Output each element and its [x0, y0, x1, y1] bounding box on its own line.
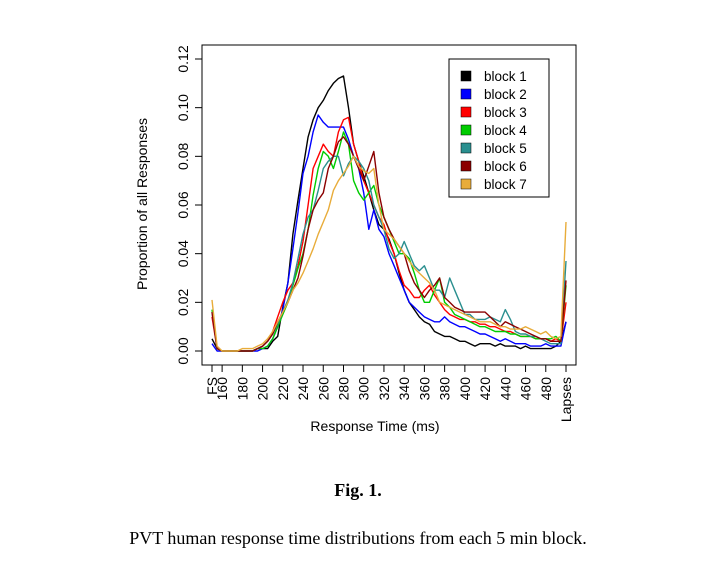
x-tick-label: 380: [437, 377, 453, 401]
legend-label: block 4: [484, 123, 527, 138]
x-tick-label: 480: [538, 377, 554, 401]
y-tick-label: 0.04: [175, 240, 191, 267]
x-tick-label: 460: [518, 377, 534, 401]
x-tick-label: 240: [295, 377, 311, 401]
series-line-block-7: [211, 155, 567, 352]
x-tick-label: 180: [234, 377, 250, 401]
legend-swatch: [460, 88, 472, 100]
y-tick-label: 0.06: [175, 191, 191, 218]
x-tick-label: 400: [457, 377, 473, 401]
series-line-block-6: [211, 136, 567, 352]
x-tick-label: 220: [275, 377, 291, 401]
x-tick-label: 420: [477, 377, 493, 401]
x-tick-label: 280: [335, 377, 351, 401]
y-tick-label: 0.10: [175, 94, 191, 121]
legend-label: block 2: [484, 87, 527, 102]
legend-swatch: [460, 160, 472, 172]
x-tick-label: 440: [497, 377, 513, 401]
legend-label: block 6: [484, 159, 527, 174]
x-tick-label: FS: [204, 377, 220, 395]
x-tick-label: 340: [396, 377, 412, 401]
legend-swatch: [460, 70, 472, 82]
legend-label: block 7: [484, 177, 527, 192]
x-tick-label: Lapses: [558, 377, 574, 422]
x-axis-title: Response Time (ms): [310, 418, 439, 434]
legend-label: block 1: [484, 69, 527, 84]
legend: block 1 block 2 block 3 block 4 block 5 block…: [448, 58, 550, 198]
y-axis-title: Proportion of all Responses: [134, 118, 150, 290]
legend-label: block 3: [484, 105, 527, 120]
x-tick-label: 260: [315, 377, 331, 401]
legend-swatch: [460, 106, 472, 118]
x-tick-label: 360: [416, 377, 432, 401]
x-tick-label: 160: [214, 377, 230, 401]
x-tick-label: 200: [255, 377, 271, 401]
legend-swatch: [460, 178, 472, 190]
x-tick-label: 300: [356, 377, 372, 401]
figure-caption: PVT human response time distributions fr…: [129, 528, 587, 548]
series-layer: [211, 75, 567, 352]
legend-swatch: [460, 142, 472, 154]
y-tick-label: 0.00: [175, 337, 191, 364]
x-tick-label: 320: [376, 377, 392, 401]
legend-label: block 5: [484, 141, 527, 156]
y-tick-label: 0.02: [175, 288, 191, 315]
figure-label: Fig. 1.: [334, 480, 382, 500]
y-axis: 0.00 0.02 0.04 0.06 0.08 0.10 0.12: [175, 45, 202, 365]
y-tick-label: 0.08: [175, 142, 191, 169]
legend-swatch: [460, 124, 472, 136]
y-tick-label: 0.12: [175, 45, 191, 72]
